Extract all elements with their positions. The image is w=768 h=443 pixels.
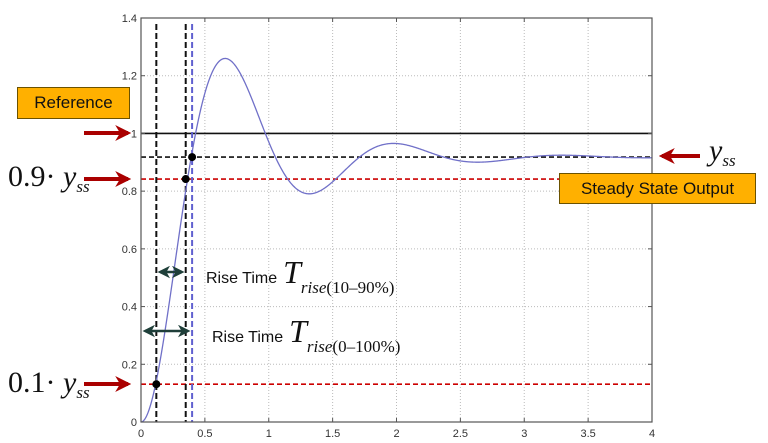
yss-label: yss (709, 134, 736, 170)
step-response-line (140, 57, 652, 423)
coef-09-yss-label: 0.9· yss (8, 160, 90, 196)
y-tick-label: 0.8 (122, 186, 137, 198)
crossing-point-marker (181, 175, 190, 184)
annotation-arrows (84, 125, 700, 392)
data-markers (152, 153, 197, 389)
tick-labels: 0 0.5 1 1.5 2 2.5 3 3.5 4 0 0.2 0.4 0.6 0.8 1 1.2 1.4 (122, 13, 655, 440)
axes-frame (140, 17, 653, 423)
rise-time-0-100-label: Rise Time T rise(0–100%) (212, 313, 401, 356)
rise-time-10-90-label: Rise Time T rise(10–90%) (206, 254, 395, 297)
x-tick-label: 2.5 (453, 428, 468, 440)
y-tick-label: 1.2 (122, 71, 137, 83)
y-tick-label: 0.4 (122, 302, 137, 314)
x-tick-label: 0 (138, 428, 144, 440)
crossing-point-marker (188, 153, 197, 162)
y-tick-label: 0.6 (122, 244, 137, 256)
grid-lines (141, 18, 652, 422)
steady-state-label: Steady State Output (580, 178, 735, 198)
x-tick-label: 1 (266, 428, 272, 440)
x-tick-label: 1.5 (325, 428, 340, 440)
y-tick-label: 0.2 (122, 359, 137, 371)
reference-label-box: Reference (17, 87, 130, 119)
coef-01-yss-label: 0.1· yss (8, 366, 90, 402)
y-tick-label: 1 (131, 128, 137, 140)
x-tick-label: 3 (521, 428, 527, 440)
y-tick-label: 1.4 (122, 13, 137, 25)
x-tick-label: 3.5 (580, 428, 595, 440)
response-curve (140, 57, 652, 423)
x-tick-label: 2 (393, 428, 399, 440)
crossing-point-marker (152, 380, 161, 389)
x-tick-label: 0.5 (197, 428, 212, 440)
x-tick-label: 4 (649, 428, 655, 440)
steady-state-label-box: Steady State Output (559, 173, 756, 204)
y-tick-label: 0 (131, 417, 137, 429)
reference-label: Reference (34, 93, 113, 112)
